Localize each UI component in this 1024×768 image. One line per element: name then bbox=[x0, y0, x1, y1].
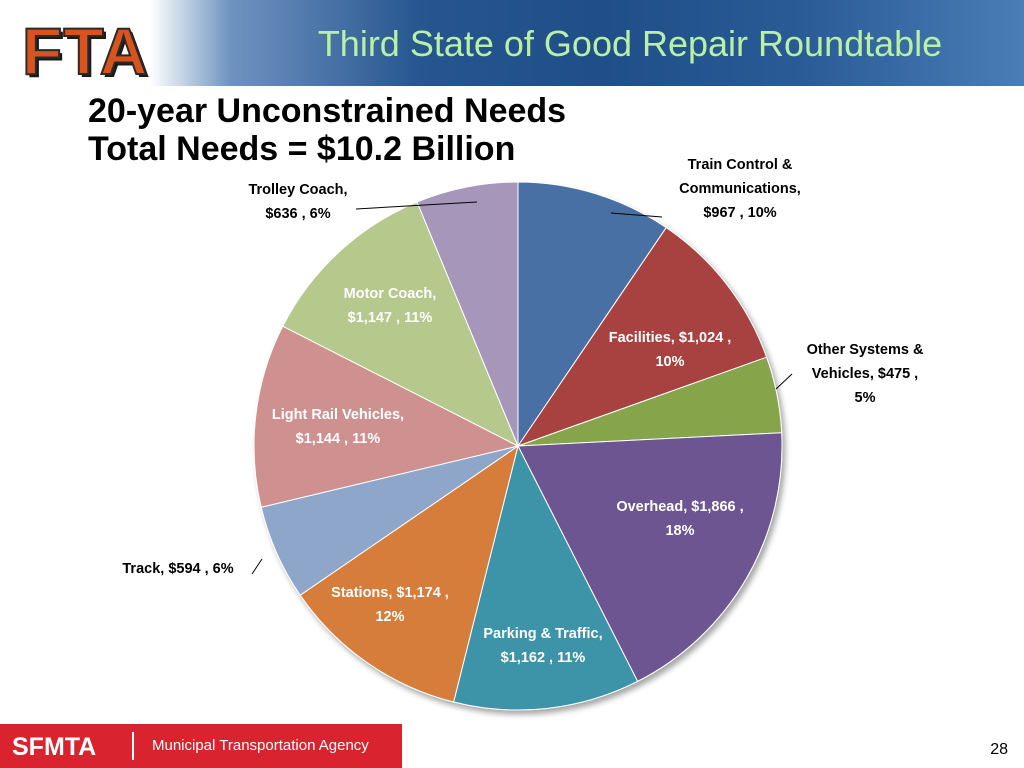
pie-slice-train-control-communications bbox=[517, 181, 667, 448]
footer-divider bbox=[132, 732, 134, 760]
pie-slice-stations bbox=[299, 444, 519, 703]
pie-label-stations: Stations, $1,174 , 12% bbox=[331, 585, 449, 625]
pie-label-parking-traffic: Parking & Traffic, $1,162 , 11% bbox=[483, 626, 602, 666]
footer-agency-name: Municipal Transportation Agency bbox=[152, 737, 369, 754]
header-title: Third State of Good Repair Roundtable bbox=[317, 23, 943, 64]
pie-slice-facilities bbox=[516, 226, 768, 447]
pie-label-trolley-coach: Trolley Coach, $636 , 6% bbox=[248, 182, 347, 222]
pie-slices bbox=[253, 181, 783, 711]
leader-line bbox=[251, 558, 263, 575]
pie-label-track: Track, $594 , 6% bbox=[122, 561, 233, 577]
pie-label-overhead: Overhead, $1,866 , 18% bbox=[616, 499, 743, 539]
pie-slice-trolley-coach bbox=[416, 181, 519, 447]
pie-slice-overhead bbox=[517, 432, 783, 683]
fta-logo: FTA bbox=[21, 14, 149, 88]
pie-label-train-control-communications: Train Control & Communications, $967 , 10% bbox=[679, 157, 801, 221]
leader-line bbox=[610, 212, 663, 218]
pie-label-other-systems-vehicles: Other Systems & Vehicles, $475 , 5% bbox=[807, 342, 924, 406]
page-title-line-1: 20-year Unconstrained Needs bbox=[88, 92, 567, 130]
leader-line bbox=[775, 373, 793, 390]
page-number: 28 bbox=[990, 741, 1008, 758]
page-title: 20-year Unconstrained Needs Total Needs … bbox=[88, 92, 566, 168]
pie-label-facilities: Facilities, $1,024 , 10% bbox=[609, 330, 732, 370]
pie-slice-parking-traffic bbox=[453, 444, 639, 711]
pie-slice-light-rail-vehicles bbox=[253, 325, 520, 508]
leader-line bbox=[355, 201, 478, 210]
pie-label-light-rail-vehicles: Light Rail Vehicles, $1,144 , 11% bbox=[272, 407, 404, 447]
header-bar: FTA Third State of Good Repair Roundtabl… bbox=[0, 0, 1024, 86]
pie-label-motor-coach: Motor Coach, $1,147 , 11% bbox=[344, 286, 437, 326]
pie-slice-motor-coach bbox=[282, 201, 519, 448]
page-title-line-2: Total Needs = $10.2 Billion bbox=[88, 130, 516, 168]
footer-bar: SFMTA Municipal Transportation Agency bbox=[0, 724, 402, 768]
sfmta-logo: SFMTA bbox=[12, 733, 97, 761]
